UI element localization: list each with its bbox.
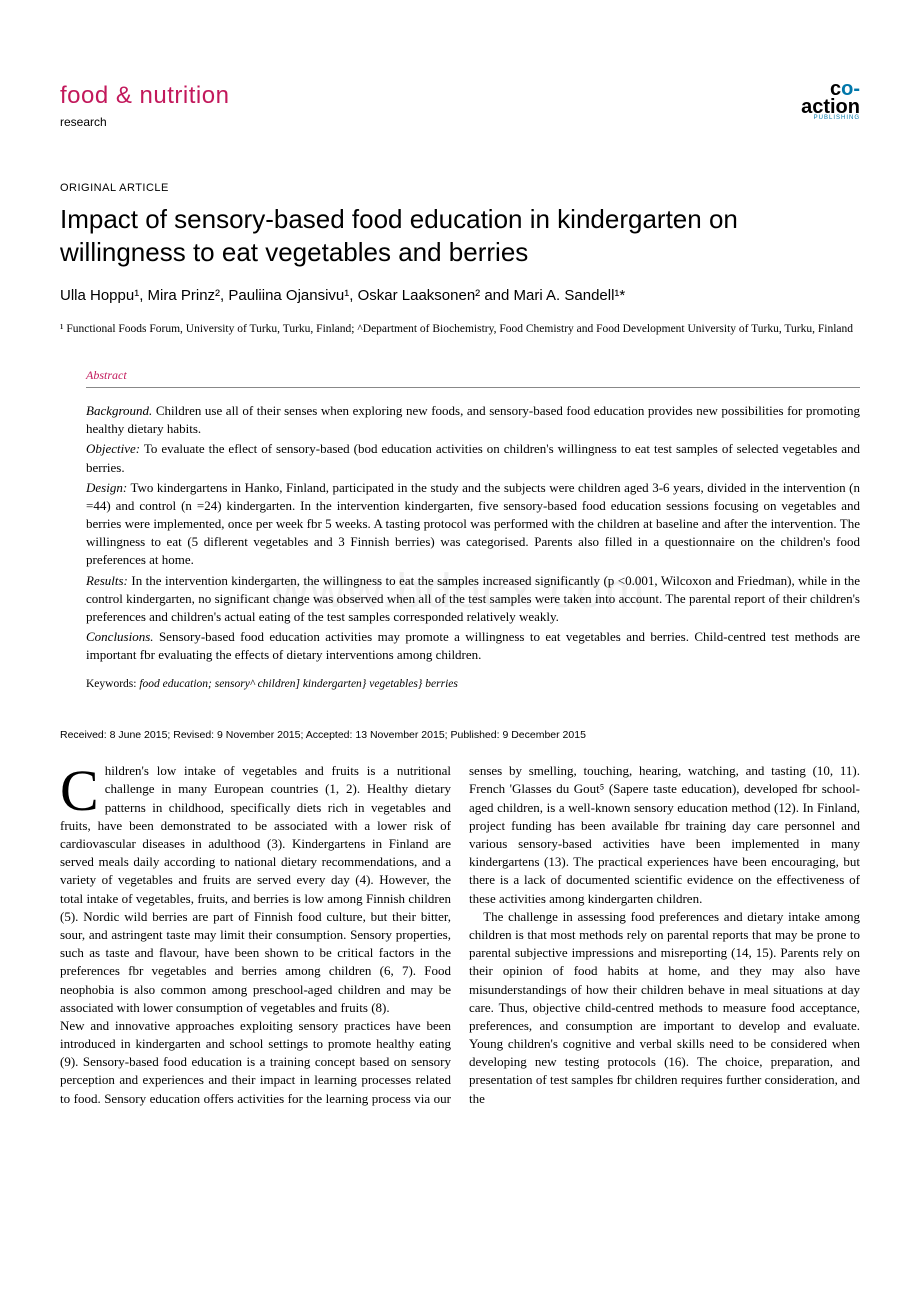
keywords-line: Keywords: food education; sensory^ child… <box>86 677 860 693</box>
results-text: In the intervention kindergarten, the wi… <box>86 573 860 624</box>
conclusions-text: Sensory-based food education activities … <box>86 629 860 662</box>
abstract-background: Background. Children use all of their se… <box>86 402 860 438</box>
journal-title: food & nutrition <box>60 80 229 112</box>
article-body: Children's low intake of vegetables and … <box>60 762 860 1108</box>
journal-block: food & nutrition research <box>60 80 229 131</box>
abstract-results: Results: In the intervention kindergarte… <box>86 572 860 627</box>
article-type-label: ORIGINAL ARTICLE <box>60 181 860 196</box>
dropcap: C <box>60 762 105 815</box>
journal-subtitle: research <box>60 114 229 130</box>
para3-text: The challenge in assessing food preferen… <box>469 909 860 1106</box>
article-title: Impact of sensory-based food education i… <box>60 203 860 268</box>
results-label: Results: <box>86 573 128 588</box>
abstract-design: Design: Two kindergartens in Hanko, Finl… <box>86 479 860 570</box>
background-text: Children use all of their senses when ex… <box>86 403 860 436</box>
design-text: Two kindergartens in Hanko, Finland, par… <box>86 480 860 568</box>
abstract-objective: Objective: To evaluate the eflect of sen… <box>86 440 860 476</box>
publisher-logo: co- action PUBLISHING <box>801 80 860 121</box>
abstract-body: Background. Children use all of their se… <box>86 402 860 665</box>
objective-text: To evaluate the eflect of sensory-based … <box>86 441 860 474</box>
objective-label: Objective: <box>86 441 140 456</box>
keywords-list: food education; sensory^ children] kinde… <box>136 678 457 690</box>
author-list: Ulla Hoppu¹, Mira Prinz², Pauliina Ojans… <box>60 286 860 306</box>
background-label: Background. <box>86 403 152 418</box>
body-para-3: The challenge in assessing food preferen… <box>469 908 860 1108</box>
design-label: Design: <box>86 480 127 495</box>
affiliations: ¹ Functional Foods Forum, University of … <box>60 321 860 337</box>
page-header: food & nutrition research co- action PUB… <box>60 80 860 131</box>
keywords-label: Keywords: <box>86 678 136 690</box>
conclusions-label: Conclusions. <box>86 629 154 644</box>
publication-dates: Received: 8 June 2015; Revised: 9 Novemb… <box>60 728 860 742</box>
body-para-1: Children's low intake of vegetables and … <box>60 762 451 1017</box>
abstract-heading: Abstract <box>86 367 860 388</box>
abstract-conclusions: Conclusions. Sensory-based food educatio… <box>86 628 860 664</box>
para1-text: hildren's low intake of vegetables and f… <box>60 763 451 1014</box>
